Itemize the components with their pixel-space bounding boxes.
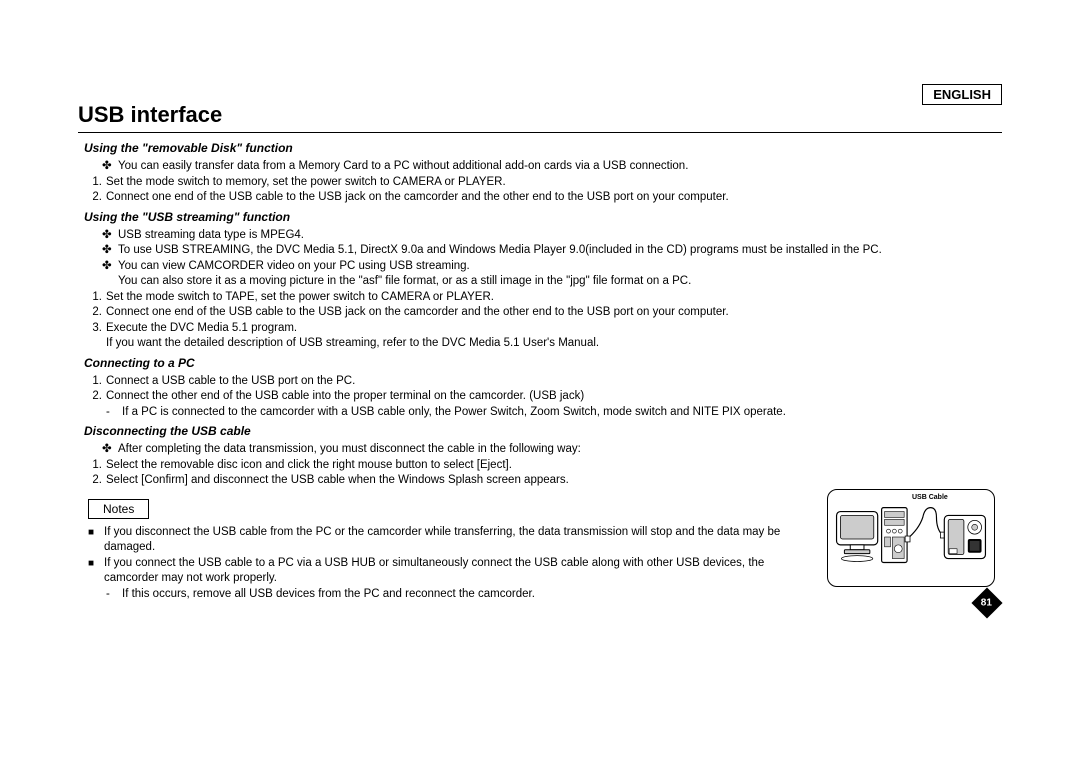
list-bullet: ✤ bbox=[102, 159, 118, 175]
list-item: 2.Connect one end of the USB cable to th… bbox=[88, 305, 1002, 321]
list-text: Select [Confirm] and disconnect the USB … bbox=[106, 473, 1002, 489]
square-bullet: ■ bbox=[88, 556, 104, 587]
section-body: ✤After completing the data transmission,… bbox=[78, 442, 1002, 489]
list-number: 2. bbox=[88, 190, 106, 206]
section-heading: Using the "USB streaming" function bbox=[84, 210, 1002, 224]
list-text: Select the removable disc icon and click… bbox=[106, 458, 1002, 474]
list-number: 2. bbox=[88, 305, 106, 321]
note-text: If you connect the USB cable to a PC via… bbox=[104, 556, 807, 587]
connection-diagram: USB Cable bbox=[827, 489, 995, 587]
list-item: 1.Set the mode switch to TAPE, set the p… bbox=[88, 290, 1002, 306]
list-text: Set the mode switch to memory, set the p… bbox=[106, 175, 1002, 191]
list-number: 1. bbox=[88, 458, 106, 474]
list-number: 2. bbox=[88, 389, 106, 405]
list-number: 3. bbox=[88, 321, 106, 337]
content-sections: Using the "removable Disk" function✤You … bbox=[78, 141, 1002, 489]
list-item: ✤To use USB STREAMING, the DVC Media 5.1… bbox=[102, 243, 1002, 259]
list-text: Connect a USB cable to the USB port on t… bbox=[106, 374, 1002, 390]
list-text: You can also store it as a moving pictur… bbox=[118, 274, 691, 290]
bottom-columns: Notes ■If you disconnect the USB cable f… bbox=[78, 489, 1002, 603]
note-item: ■If you connect the USB cable to a PC vi… bbox=[88, 556, 807, 587]
section-heading: Disconnecting the USB cable bbox=[84, 424, 1002, 438]
language-badge: ENGLISH bbox=[922, 84, 1002, 105]
list-item: 1.Set the mode switch to memory, set the… bbox=[88, 175, 1002, 191]
list-number: 2. bbox=[88, 473, 106, 489]
notes-label-box: Notes bbox=[88, 499, 149, 519]
list-bullet: ✤ bbox=[102, 228, 118, 244]
list-text: Connect one end of the USB cable to the … bbox=[106, 305, 1002, 321]
section-heading: Using the "removable Disk" function bbox=[84, 141, 1002, 155]
list-text: Execute the DVC Media 5.1 program. bbox=[106, 321, 1002, 337]
list-text: After completing the data transmission, … bbox=[118, 442, 581, 458]
note-text: If you disconnect the USB cable from the… bbox=[104, 525, 807, 556]
note-item: -If this occurs, remove all USB devices … bbox=[106, 587, 807, 603]
list-item: 2.Select [Confirm] and disconnect the US… bbox=[88, 473, 1002, 489]
page-number-badge: 81 bbox=[971, 588, 1002, 619]
list-number: 1. bbox=[88, 290, 106, 306]
list-bullet: ✤ bbox=[102, 243, 118, 259]
list-item: 2.Connect one end of the USB cable to th… bbox=[88, 190, 1002, 206]
list-text: If a PC is connected to the camcorder wi… bbox=[122, 405, 786, 421]
list-text: You can easily transfer data from a Memo… bbox=[118, 159, 688, 175]
list-text: Connect the other end of the USB cable i… bbox=[106, 389, 1002, 405]
diagram-svg bbox=[828, 490, 994, 586]
list-item: ✤You can view CAMCORDER video on your PC… bbox=[102, 259, 1002, 275]
list-number: 1. bbox=[88, 374, 106, 390]
notes-body: ■If you disconnect the USB cable from th… bbox=[78, 525, 807, 603]
section-body: 1.Connect a USB cable to the USB port on… bbox=[78, 374, 1002, 421]
list-item: ✤After completing the data transmission,… bbox=[102, 442, 1002, 458]
list-item: 1.Select the removable disc icon and cli… bbox=[88, 458, 1002, 474]
notes-column: Notes ■If you disconnect the USB cable f… bbox=[78, 489, 807, 603]
manual-page: ENGLISH USB interface Using the "removab… bbox=[78, 78, 1002, 602]
section-body: ✤You can easily transfer data from a Mem… bbox=[78, 159, 1002, 206]
list-item: ✤USB streaming data type is MPEG4. bbox=[102, 228, 1002, 244]
list-item: ✤You can easily transfer data from a Mem… bbox=[102, 159, 1002, 175]
note-text: If this occurs, remove all USB devices f… bbox=[122, 587, 535, 603]
section-body: ✤USB streaming data type is MPEG4.✤To us… bbox=[78, 228, 1002, 352]
list-item: 3.Execute the DVC Media 5.1 program. bbox=[88, 321, 1002, 337]
usb-cable-label: USB Cable bbox=[912, 494, 948, 501]
page-title: USB interface bbox=[78, 102, 1002, 128]
list-text: USB streaming data type is MPEG4. bbox=[118, 228, 304, 244]
dash-bullet: - bbox=[106, 587, 122, 603]
list-item: 2.Connect the other end of the USB cable… bbox=[88, 389, 1002, 405]
diagram-column: USB Cable bbox=[827, 489, 1002, 603]
note-item: ■If you disconnect the USB cable from th… bbox=[88, 525, 807, 556]
list-item: You can also store it as a moving pictur… bbox=[102, 274, 1002, 290]
list-item: 1.Connect a USB cable to the USB port on… bbox=[88, 374, 1002, 390]
section-heading: Connecting to a PC bbox=[84, 356, 1002, 370]
page-number: 81 bbox=[981, 598, 992, 609]
title-rule bbox=[78, 132, 1002, 133]
list-item: If you want the detailed description of … bbox=[88, 336, 1002, 352]
list-bullet: ✤ bbox=[102, 442, 118, 458]
list-text: To use USB STREAMING, the DVC Media 5.1,… bbox=[118, 243, 882, 259]
list-text: If you want the detailed description of … bbox=[106, 336, 1002, 352]
list-number: 1. bbox=[88, 175, 106, 191]
list-text: You can view CAMCORDER video on your PC … bbox=[118, 259, 470, 275]
list-bullet: ✤ bbox=[102, 259, 118, 275]
square-bullet: ■ bbox=[88, 525, 104, 556]
list-text: Set the mode switch to TAPE, set the pow… bbox=[106, 290, 1002, 306]
list-text: Connect one end of the USB cable to the … bbox=[106, 190, 1002, 206]
dash-bullet: - bbox=[106, 405, 122, 421]
list-item: -If a PC is connected to the camcorder w… bbox=[106, 405, 1002, 421]
